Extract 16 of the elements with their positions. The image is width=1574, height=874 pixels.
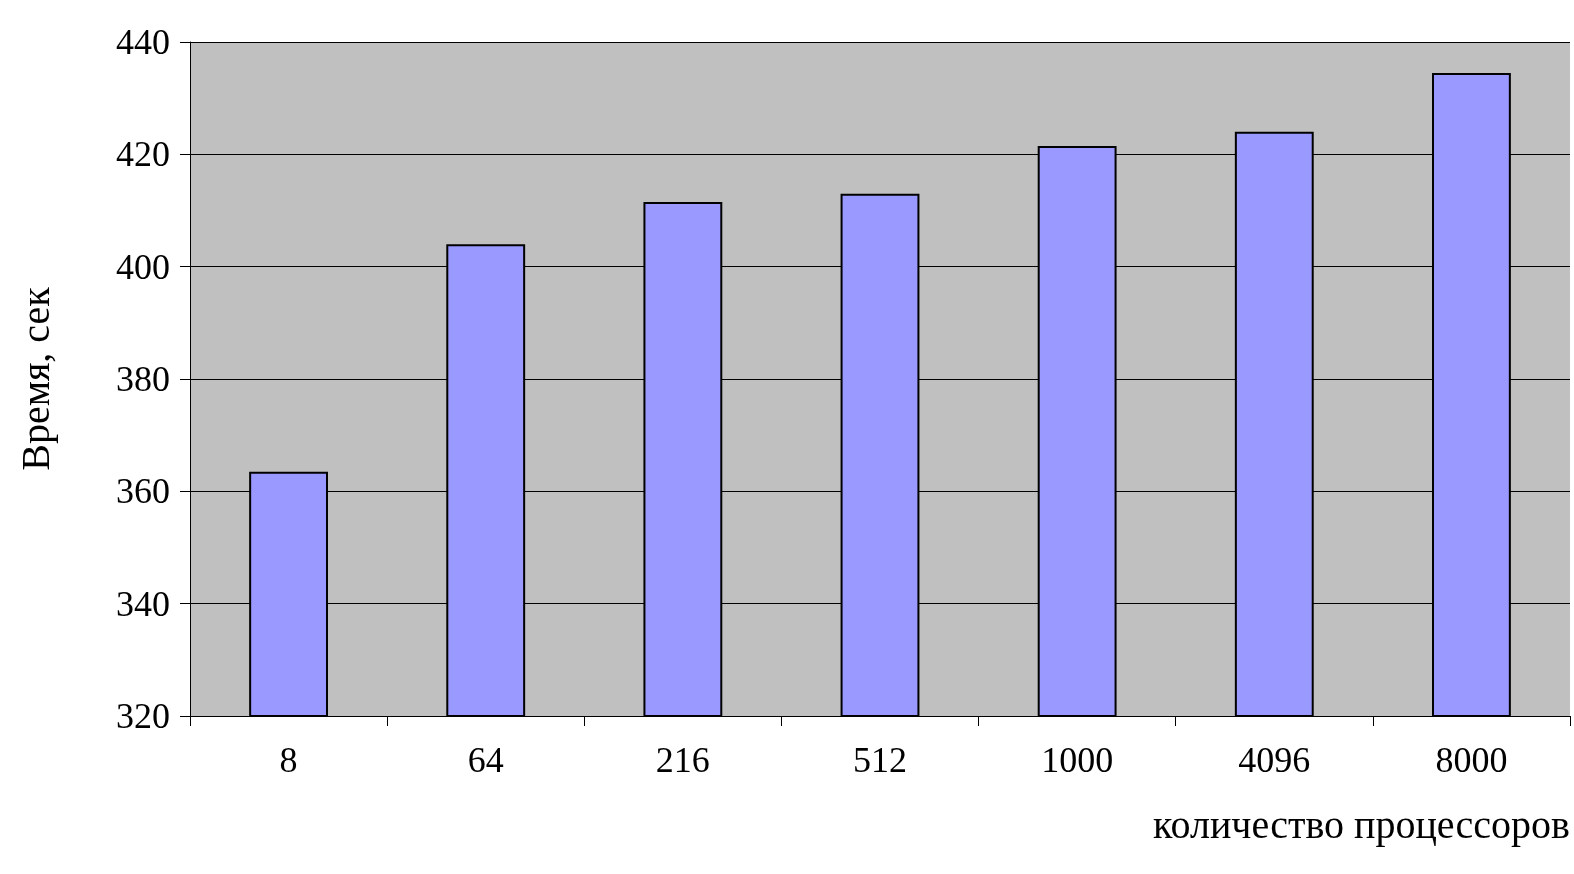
x-tick-label: 1000 <box>1041 740 1114 780</box>
y-tick-label: 360 <box>116 471 170 512</box>
x-axis-title: количество процессоров <box>1153 801 1570 847</box>
x-tick-label: 8000 <box>1435 740 1508 780</box>
x-tick-label: 8 <box>279 740 298 780</box>
y-tick-label: 380 <box>116 359 170 399</box>
y-tick-label: 440 <box>116 22 170 62</box>
x-tick-label: 64 <box>467 740 504 780</box>
y-tick-label: 340 <box>116 583 170 624</box>
x-tick-label: 4096 <box>1238 740 1311 780</box>
y-tick-label: 400 <box>116 246 170 287</box>
x-tick-label: 512 <box>853 740 907 780</box>
y-tick-label: 420 <box>116 134 170 175</box>
y-axis-title: Время, сек <box>12 286 58 471</box>
y-tick-label: 320 <box>116 696 170 736</box>
x-tick-label: 216 <box>655 740 710 780</box>
